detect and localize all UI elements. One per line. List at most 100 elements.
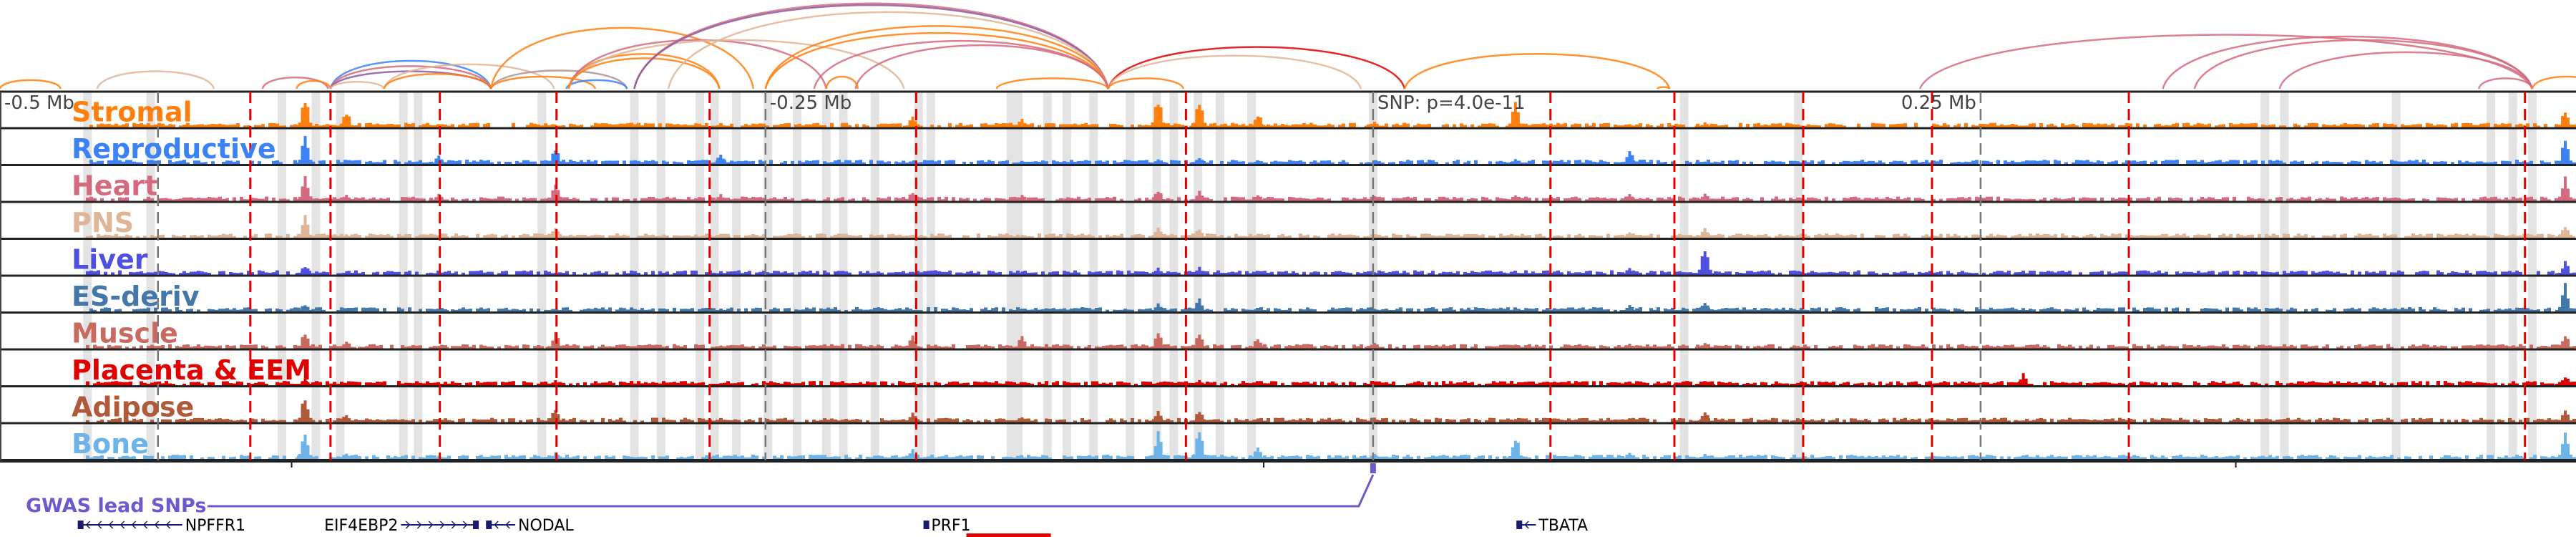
strand-arrow [439,521,445,529]
track-label: Reproductive [72,133,276,165]
track-adipose [0,400,2576,425]
dashed-markers [249,92,2527,460]
track-labels: Stromal Reproductive Heart PNS Liver ES-deriv… [72,97,311,460]
signal-area [89,102,2576,127]
strand-arrow [142,521,148,529]
track-pns [0,215,2576,240]
loop-arc [329,65,492,90]
ruler-label: SNP: p=4.0e-11 [1377,92,1526,114]
exon [923,521,930,529]
track-label: Bone [72,428,149,460]
strand-arrow [428,521,434,529]
track-liver [0,251,2576,277]
track-label: Placenta & EEM [72,354,311,386]
ruler-label: -0.25 Mb [770,92,852,114]
strand-arrow [1524,521,1529,529]
strand-arrow [494,521,499,529]
track-label: Adipose [72,392,194,423]
track-label: PNS [72,207,134,238]
loop-arc [633,4,1109,90]
signal-area [86,215,2576,238]
gene-label: LRRC20 [416,536,477,537]
loop-arc [565,79,628,90]
gene-label: PRF1 [931,517,970,535]
loop-arc [667,11,1109,90]
track-muscle [0,332,2576,351]
loop-arc [261,76,329,90]
loop-arc [567,57,721,90]
gene-label: EIF4EBP2 [324,517,398,535]
signal-area [86,400,2576,422]
strand-arrow [405,521,411,529]
gene-label: PCBD1 [1879,536,1933,537]
gene-eif4ebp2: EIF4EBP2 [324,517,479,535]
loop-arc [329,81,385,90]
track-stromal [0,102,2576,130]
loop-arc [96,70,215,90]
loop-arc [1657,86,1671,90]
gwas-snp-marker [1370,463,1376,473]
track-label: Stromal [72,97,192,128]
signal-area [86,332,2576,349]
signal-area [89,283,2576,311]
loop-arc [1107,54,1362,90]
chromatin-loop-arcs [0,2,2576,90]
loop-arc [764,32,1109,90]
signal-area [89,135,2576,164]
gene-adamts14: ADAMTS14 [963,533,1051,537]
loop-arc [329,59,492,90]
strand-arrow [462,521,468,529]
loop-arc [567,39,905,90]
gene-label: SGPL1 [1636,536,1687,537]
exon [486,521,492,529]
loop-arc [2531,75,2576,90]
gwas-track: GWAS lead SNPs [26,463,1376,517]
gene-pald1: PALD1 [532,536,582,537]
strand-arrow [97,521,102,529]
gwas-connector [208,474,1375,508]
strand-arrow [505,521,510,529]
gene-tbata: TBATA [1516,517,1588,535]
loop-arc [1107,46,1406,90]
gene-sgpl1: SGPL1 [1636,536,1687,537]
signal-area [86,175,2576,201]
loop-arc [329,70,492,90]
track-reproductive [0,135,2576,166]
track-bone [0,431,2576,461]
gene-pcbd1: PCBD1 [1879,536,1933,537]
gene-label: NODAL [518,517,574,535]
x-axis [0,461,2576,468]
strand-arrow [131,521,137,529]
loop-arc [296,79,332,90]
gene-track: NPFFR1 EIF4EBP2 NODAL LRRC20 PALD1 PRF1ADAMTS… [77,517,1933,537]
track-es-deriv [0,283,2576,314]
loop-arc [489,69,628,90]
loop-arc [489,75,597,90]
track-label: ES-deriv [72,281,200,312]
track-label: Heart [72,170,157,202]
track-label: Liver [72,244,148,276]
loop-arc [764,25,1109,90]
ruler-label: 0.25 Mb [1901,92,1976,114]
loop-arc [825,75,859,90]
strand-arrow [108,521,114,529]
loop-arc [2477,77,2534,90]
strand-arrow [119,521,125,529]
loop-arc [2278,51,2534,90]
loop-arc [995,77,1109,90]
strand-arrow [165,521,171,529]
loop-arc [567,39,827,90]
loop-arc [1107,77,1185,90]
exon [473,521,479,529]
gene-label: ADAMTS14 [963,536,1050,537]
signal-area [86,251,2576,275]
loop-arc [2193,39,2534,90]
exon [77,521,84,529]
loop-arc [2162,35,2534,90]
strand-arrow [416,521,422,529]
gene-label: TBATA [1538,517,1588,535]
loop-arc [383,63,555,90]
gwas-label: GWAS lead SNPs [26,495,206,517]
